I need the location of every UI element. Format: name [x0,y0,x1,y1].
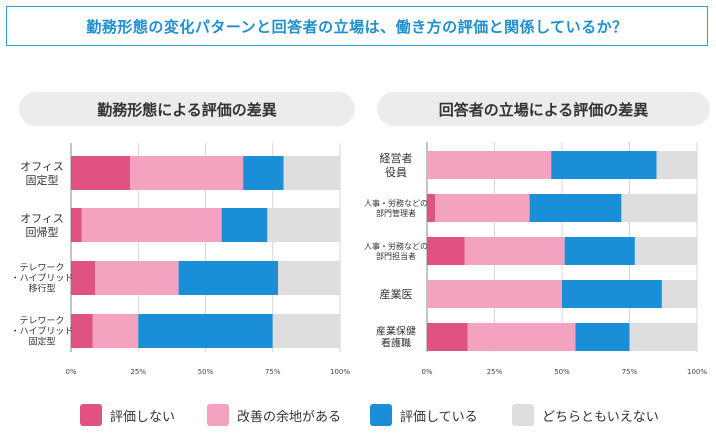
bar-segment [467,323,576,351]
bar-segment [243,156,284,190]
bar-segment [562,280,662,308]
category-label-line: 移行型 [28,283,55,295]
category-label-line: 産業保健 [376,325,416,338]
bar-segment [427,237,465,265]
bar-segment [71,314,93,348]
x-tick-label: 25% [130,368,146,376]
category-label-line: 看護職 [381,337,411,350]
right-chart: 0% 25% 50% 75% 100%経営者役員人事・労務などの部門管理者人事・労務など… [364,142,707,376]
category-label: 人事・労務などの部門担当者 [364,241,428,261]
category-label-line: オフィス [20,160,64,173]
category-label: オフィス回帰型 [20,212,64,239]
category-label-line: 人事・労務などの [364,198,428,208]
page-title: 勤務形態の変化パターンと回答者の立場は、働き方の評価と関係しているか？ [6,6,708,46]
category-label-line: ・ハイブリッド [11,272,74,284]
bar-segment [529,194,622,222]
x-tick-label: 50% [198,368,214,376]
bar-segment [464,237,565,265]
x-tick-label: 50% [554,368,570,376]
bar-segment [221,208,268,242]
x-tick-label: 75% [622,368,638,376]
legend-swatch-not-evaluate [80,404,102,426]
legend-swatch-neutral [512,404,534,426]
category-label: テレワーク・ハイブリッド固定型 [11,316,74,348]
category-label-line: 産業医 [380,288,413,301]
category-label-line: 役員 [385,165,407,179]
legend-item-neutral: どちらともいえない [512,404,659,426]
bar-segment [267,208,340,242]
category-label: オフィス固定型 [20,160,64,187]
category-label-line: 固定型 [28,336,55,348]
category-label-line: 部門管理者 [376,208,416,218]
x-tick-label: 0% [65,368,76,376]
category-label-line: テレワーク [19,316,64,327]
bar-segment [661,280,697,308]
x-tick-label: 100% [687,368,707,376]
bar-segment [283,156,340,190]
bar-segment [71,208,82,242]
x-tick-label: 75% [265,368,281,376]
x-tick-label: 25% [487,368,503,376]
x-tick-label: 0% [421,368,432,376]
legend: 評価しない 改善の余地がある 評価している どちらともいえない [0,400,716,430]
bar-segment [656,151,697,179]
category-label-line: 人事・労務などの [364,241,428,251]
category-label: テレワーク・ハイブリッド移行型 [11,263,74,295]
legend-item-room-for-improvement: 改善の余地がある [207,404,341,426]
legend-swatch-evaluate [370,404,392,426]
right-chart-title: 回答者の立場による評価の差異 [377,92,710,126]
bar-segment [575,323,630,351]
x-tick-label: 100% [330,368,350,376]
category-label-line: テレワーク [19,263,64,274]
bar-segment [272,314,340,348]
bar-segment [551,151,657,179]
bar-segment [81,208,222,242]
category-label-line: 経営者 [380,151,413,165]
category-label-line: 部門担当者 [376,251,416,261]
bar-segment [95,261,179,295]
bar-segment [278,261,340,295]
category-label: 人事・労務などの部門管理者 [364,198,428,218]
legend-label-neutral: どちらともいえない [542,409,659,425]
bar-segment [427,194,436,222]
bar-segment [621,194,697,222]
category-label: 経営者役員 [380,151,413,179]
bar-segment [71,261,96,295]
legend-item-evaluate: 評価している [370,404,478,426]
bar-segment [130,156,244,190]
bar-segment [178,261,279,295]
bar-segment [427,323,468,351]
category-label-line: オフィス [20,212,64,225]
category-label-line: 固定型 [26,173,59,187]
bar-segment [564,237,635,265]
legend-label-evaluate: 評価している [400,409,478,425]
category-label: 産業保健看護職 [376,325,416,350]
category-label: 産業医 [380,288,413,301]
bar-segment [427,280,562,308]
bar-segment [634,237,697,265]
bar-segment [71,156,131,190]
bar-segment [427,151,552,179]
legend-swatch-room-for-improvement [207,404,229,426]
category-label-line: ・ハイブリッド [11,325,74,337]
left-chart-title: 勤務形態による評価の差異 [19,92,355,126]
bar-segment [629,323,697,351]
legend-item-not-evaluate: 評価しない [80,404,175,426]
bar-segment [138,314,273,348]
legend-label-not-evaluate: 評価しない [110,409,176,425]
bar-segment [435,194,530,222]
left-chart: 0% 25% 50% 75% 100%オフィス固定型オフィス回帰型テレワーク・ハイブリッ… [11,143,350,376]
legend-label-room-for-improvement: 改善の余地がある [237,409,342,425]
category-label-line: 回帰型 [26,225,59,239]
bar-segment [92,314,139,348]
